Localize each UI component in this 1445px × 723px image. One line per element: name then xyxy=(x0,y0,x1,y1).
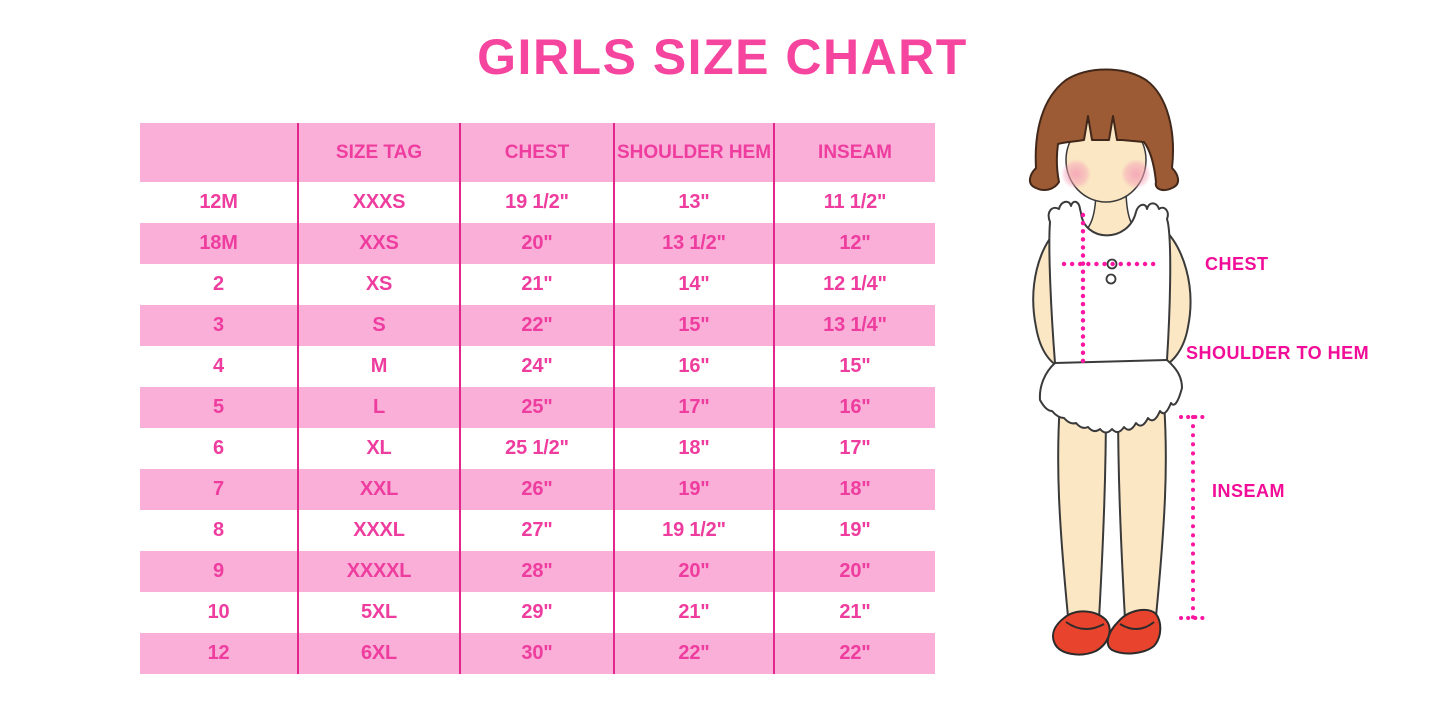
table-cell: 18M xyxy=(199,232,238,254)
table-row: 7 XXL 26" 19" 18" xyxy=(140,469,935,510)
table-cell: 12 1/4" xyxy=(773,264,935,305)
table-cell: 13 1/2" xyxy=(613,223,773,264)
table-row: 8 XXXL 27" 19 1/2" 19" xyxy=(140,510,935,551)
measurement-lines xyxy=(1061,212,1207,620)
table-cell: 5 xyxy=(213,396,224,418)
size-chart-table: SIZE TAG CHEST SHOULDER HEM INSEAM 12M X… xyxy=(140,123,935,674)
table-row: 5 L 25" 17" 16" xyxy=(140,387,935,428)
legs xyxy=(1057,401,1167,638)
table-cell: 25" xyxy=(459,387,613,428)
header-cell-chest: CHEST xyxy=(459,123,613,182)
table-row: 3 S 22" 15" 13 1/4" xyxy=(140,305,935,346)
table-cell: 24" xyxy=(459,346,613,387)
table-cell: XL xyxy=(297,428,459,469)
table-cell: 22" xyxy=(773,633,935,674)
table-cell: 13" xyxy=(613,182,773,223)
table-cell: 27" xyxy=(459,510,613,551)
table-cell: 12 xyxy=(207,642,230,664)
table-header-row: SIZE TAG CHEST SHOULDER HEM INSEAM xyxy=(140,123,935,182)
table-cell: M xyxy=(297,346,459,387)
table-cell: 19 1/2" xyxy=(459,182,613,223)
header-cell-inseam: INSEAM xyxy=(773,123,935,182)
table-cell: 15" xyxy=(773,346,935,387)
table-cell: 7 xyxy=(213,478,224,500)
table-cell: 22" xyxy=(613,633,773,674)
shoes xyxy=(1052,608,1162,656)
table-cell: S xyxy=(297,305,459,346)
table-cell: XXXXL xyxy=(297,551,459,592)
table-cell: 20" xyxy=(613,551,773,592)
header-cell-shoulder-hem: SHOULDER HEM xyxy=(613,123,773,182)
table-cell: 6 xyxy=(213,437,224,459)
table-cell: 6XL xyxy=(297,633,459,674)
table-cell: 12" xyxy=(773,223,935,264)
table-cell: 15" xyxy=(613,305,773,346)
right-cheek xyxy=(1121,159,1151,189)
table-cell: 5XL xyxy=(297,592,459,633)
shoulder-to-hem-label: SHOULDER TO HEM xyxy=(1186,343,1370,363)
inseam-label: INSEAM xyxy=(1212,481,1286,501)
table-row: 12M XXXS 19 1/2" 13" 11 1/2" xyxy=(140,182,935,223)
table-cell: 16" xyxy=(773,387,935,428)
table-cell: 2 xyxy=(213,273,224,295)
garment xyxy=(1038,200,1183,434)
table-cell: 19" xyxy=(773,510,935,551)
table-cell: XXS xyxy=(297,223,459,264)
waist-seam xyxy=(1054,359,1168,364)
table-row: 2 XS 21" 14" 12 1/4" xyxy=(140,264,935,305)
table-cell: XXL xyxy=(297,469,459,510)
table-cell: 10 xyxy=(207,601,230,623)
table-cell: 13 1/4" xyxy=(773,305,935,346)
table-cell: 25 1/2" xyxy=(459,428,613,469)
measurement-figure: CHEST SHOULDER TO HEM INSEAM xyxy=(1000,62,1445,702)
table-cell: XXXL xyxy=(297,510,459,551)
table-cell: 18" xyxy=(613,428,773,469)
table-row: 12 6XL 30" 22" 22" xyxy=(140,633,935,674)
table-cell: 21" xyxy=(459,264,613,305)
left-cheek xyxy=(1061,159,1091,189)
table-row: 18M XXS 20" 13 1/2" 12" xyxy=(140,223,935,264)
girl-illustration xyxy=(1029,68,1207,656)
table-row: 10 5XL 29" 21" 21" xyxy=(140,592,935,633)
table-cell: 21" xyxy=(773,592,935,633)
table-cell: 9 xyxy=(213,560,224,582)
header-cell-blank xyxy=(140,123,297,182)
table-cell: 21" xyxy=(613,592,773,633)
table-cell: 22" xyxy=(459,305,613,346)
table-cell: 17" xyxy=(773,428,935,469)
table-cell: 8 xyxy=(213,519,224,541)
table-cell: 4 xyxy=(213,355,224,377)
table-cell: 12M xyxy=(199,191,238,213)
table-cell: 20" xyxy=(773,551,935,592)
table-cell: 14" xyxy=(613,264,773,305)
table-cell: 19" xyxy=(613,469,773,510)
hair xyxy=(1029,68,1179,191)
table-cell: 3 xyxy=(213,314,224,336)
chest-label: CHEST xyxy=(1205,254,1269,274)
table-row: 6 XL 25 1/2" 18" 17" xyxy=(140,428,935,469)
table-cell: 19 1/2" xyxy=(613,510,773,551)
table-cell: 18" xyxy=(773,469,935,510)
table-row: 9 XXXXL 28" 20" 20" xyxy=(140,551,935,592)
table-cell: 17" xyxy=(613,387,773,428)
table-cell: XS xyxy=(297,264,459,305)
table-cell: 11 1/2" xyxy=(773,182,935,223)
table-row: 4 M 24" 16" 15" xyxy=(140,346,935,387)
table-cell: 28" xyxy=(459,551,613,592)
table-cell: 26" xyxy=(459,469,613,510)
header-cell-size-tag: SIZE TAG xyxy=(297,123,459,182)
table-cell: XXXS xyxy=(297,182,459,223)
page-title: GIRLS SIZE CHART xyxy=(477,29,968,85)
table-cell: 29" xyxy=(459,592,613,633)
button xyxy=(1105,273,1117,285)
table-cell: 16" xyxy=(613,346,773,387)
table-cell: 20" xyxy=(459,223,613,264)
table-cell: L xyxy=(297,387,459,428)
table-cell: 30" xyxy=(459,633,613,674)
